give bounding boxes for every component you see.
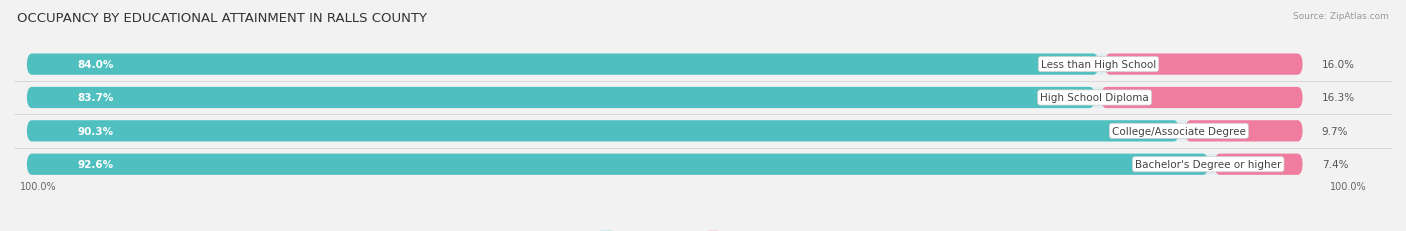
Text: Less than High School: Less than High School	[1040, 60, 1156, 70]
Text: 9.7%: 9.7%	[1322, 126, 1348, 136]
Text: 16.3%: 16.3%	[1322, 93, 1355, 103]
Text: OCCUPANCY BY EDUCATIONAL ATTAINMENT IN RALLS COUNTY: OCCUPANCY BY EDUCATIONAL ATTAINMENT IN R…	[17, 12, 427, 24]
FancyBboxPatch shape	[27, 88, 1095, 109]
Text: 90.3%: 90.3%	[77, 126, 114, 136]
Text: 16.0%: 16.0%	[1322, 60, 1355, 70]
FancyBboxPatch shape	[1185, 121, 1303, 142]
Text: 7.4%: 7.4%	[1322, 160, 1348, 170]
FancyBboxPatch shape	[27, 88, 1303, 109]
Text: 83.7%: 83.7%	[77, 93, 114, 103]
FancyBboxPatch shape	[27, 54, 1098, 75]
FancyBboxPatch shape	[1101, 88, 1303, 109]
Text: College/Associate Degree: College/Associate Degree	[1112, 126, 1246, 136]
FancyBboxPatch shape	[27, 121, 1180, 142]
Text: Source: ZipAtlas.com: Source: ZipAtlas.com	[1294, 12, 1389, 21]
Text: 100.0%: 100.0%	[1330, 182, 1367, 191]
FancyBboxPatch shape	[27, 154, 1303, 175]
Text: 100.0%: 100.0%	[21, 182, 58, 191]
Text: 92.6%: 92.6%	[77, 160, 114, 170]
FancyBboxPatch shape	[1105, 54, 1303, 75]
FancyBboxPatch shape	[1215, 154, 1303, 175]
Text: Bachelor's Degree or higher: Bachelor's Degree or higher	[1135, 160, 1281, 170]
Text: High School Diploma: High School Diploma	[1040, 93, 1149, 103]
FancyBboxPatch shape	[27, 54, 1303, 75]
FancyBboxPatch shape	[27, 154, 1208, 175]
Text: 84.0%: 84.0%	[77, 60, 114, 70]
FancyBboxPatch shape	[27, 121, 1303, 142]
